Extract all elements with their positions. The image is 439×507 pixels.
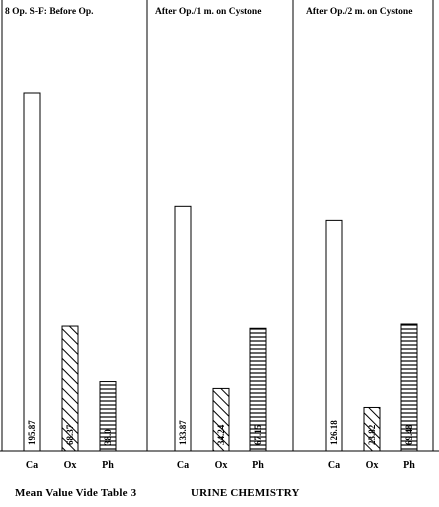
x-tick-label: Ph <box>102 460 114 471</box>
x-tick-label: Ph <box>252 460 264 471</box>
bar <box>249 327 267 452</box>
bar <box>400 323 418 452</box>
bar <box>325 219 343 452</box>
bar <box>99 381 117 452</box>
x-tick-label: Ca <box>26 460 38 471</box>
bar-value-label: 38.0 <box>103 429 113 445</box>
bar <box>212 387 230 452</box>
x-tick-label: Ca <box>328 460 340 471</box>
bar-value-label: 126.18 <box>329 420 339 445</box>
bar <box>363 406 381 452</box>
x-tick-label: Ph <box>403 460 415 471</box>
x-tick-label: Ox <box>215 460 228 471</box>
footer-note: Mean Value Vide Table 3 <box>15 487 137 499</box>
bar-value-label: 67.15 <box>253 424 263 445</box>
x-tick-label: Ox <box>64 460 77 471</box>
bar <box>23 92 41 452</box>
footer-title: URINE CHEMISTRY <box>191 487 300 499</box>
bar-value-label: 68.37 <box>65 424 75 445</box>
panel-title: After Op./1 m. on Cystone <box>155 7 261 17</box>
panel-title: 8 Op. S-F: Before Op. <box>5 7 94 17</box>
bar-value-label: 133.87 <box>178 420 188 445</box>
bar-value-label: 23.82 <box>367 424 377 445</box>
bar <box>61 325 79 452</box>
x-tick-label: Ca <box>177 460 189 471</box>
bar-value-label: 195.87 <box>27 420 37 445</box>
bar-value-label: 69.48 <box>404 424 414 445</box>
bar-value-label: 34.24 <box>216 424 226 445</box>
x-tick-label: Ox <box>366 460 379 471</box>
bar <box>174 205 192 452</box>
panel-title: After Op./2 m. on Cystone <box>306 7 412 17</box>
